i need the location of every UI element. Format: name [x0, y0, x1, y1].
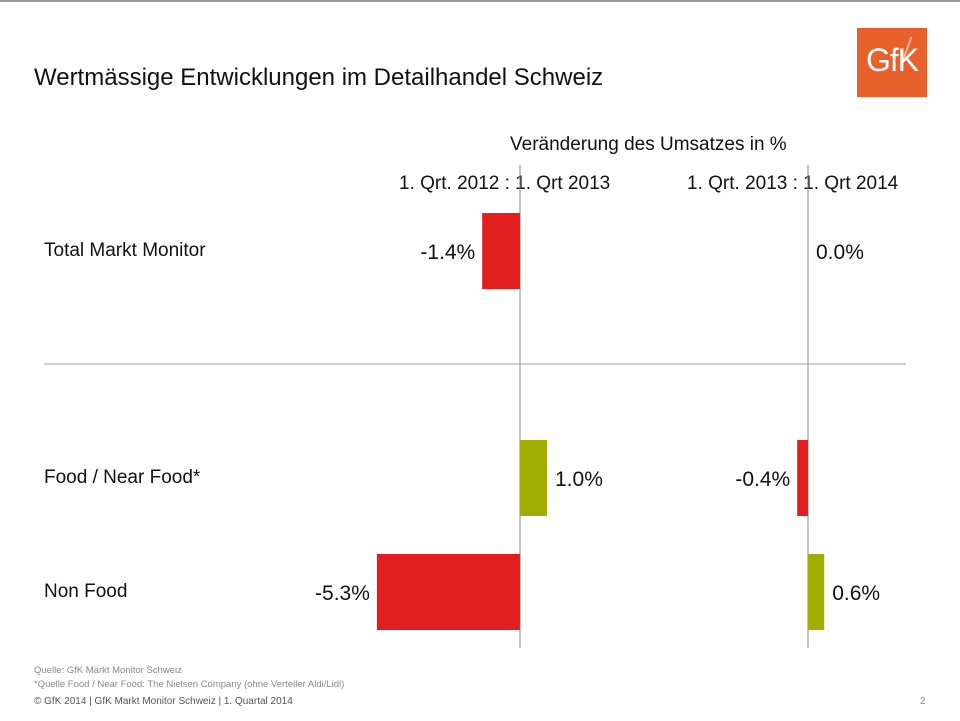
page-title: Wertmässige Entwicklungen im Detailhande…: [34, 64, 604, 91]
data-label-2-3: 0.6%: [832, 582, 880, 605]
chart-subtitle: Veränderung des Umsatzes in %: [510, 134, 787, 155]
data-label-2-2: -0.4%: [735, 468, 790, 491]
bar-2-3: [808, 554, 825, 630]
data-label-2-1: 0.0%: [816, 241, 864, 264]
footer-source-food: *Quelle Food / Near Food: The Nielsen Co…: [34, 679, 345, 690]
bar-1-3: [376, 554, 520, 630]
bar-1-1: [482, 213, 520, 289]
period-header-right: 1. Qrt. 2013 : 1. Qrt 2014: [687, 173, 899, 194]
data-label-1-2: 1.0%: [555, 468, 603, 491]
row-label-total: Total Markt Monitor: [44, 240, 206, 261]
footer-source: Quelle: GfK Markt Monitor Schweiz: [34, 665, 182, 676]
period-header-left: 1. Qrt. 2012 : 1. Qrt 2013: [399, 173, 611, 194]
data-label-1-1: -1.4%: [420, 241, 475, 264]
data-label-1-3: -5.3%: [315, 582, 370, 605]
bar-1-2: [520, 440, 547, 516]
page-number: 2: [920, 696, 926, 707]
top-divider: [0, 0, 960, 2]
bar-2-2: [797, 440, 808, 516]
logo-text: GfK: [865, 42, 919, 78]
gfk-logo: GfK: [857, 28, 927, 97]
row-label-food: Food / Near Food*: [44, 467, 201, 488]
row-label-nonfood: Non Food: [44, 581, 128, 602]
footer-copyright: © GfK 2014 | GfK Markt Monitor Schweiz |…: [34, 696, 293, 707]
